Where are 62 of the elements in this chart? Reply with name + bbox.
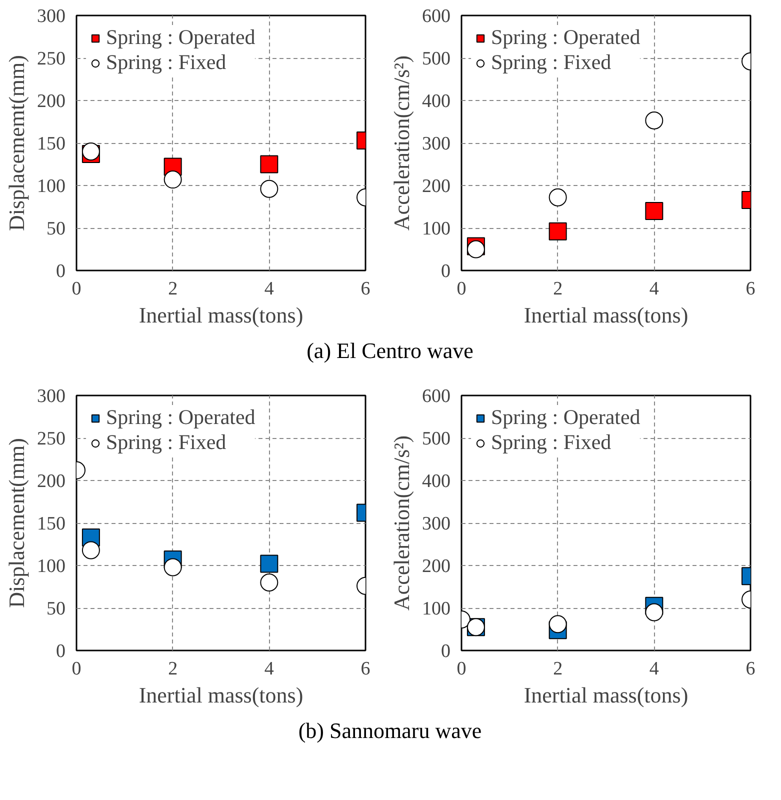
- x-tick-label: 2: [553, 278, 563, 300]
- y-axis-title: Displacement(mm): [4, 438, 29, 608]
- y-tick-label: 400: [422, 91, 450, 112]
- x-tick-label: 0: [456, 278, 466, 300]
- x-tick-label: 6: [360, 658, 370, 680]
- legend-label: Spring : Operated: [491, 405, 640, 430]
- y-tick-label: 0: [56, 261, 66, 282]
- y-tick-label: 100: [37, 556, 66, 577]
- x-tick-label: 0: [72, 278, 82, 300]
- y-axis-title: Acceleration(cm/s²): [389, 435, 414, 611]
- y-tick-label: 600: [422, 6, 450, 27]
- legend-label: Spring : Fixed: [491, 430, 612, 455]
- y-tick-label: 300: [37, 386, 66, 407]
- y-tick-label: 50: [46, 218, 66, 240]
- y-tick-label: 150: [37, 134, 66, 154]
- y-tick-label: 0: [441, 641, 450, 662]
- x-tick-label: 4: [649, 658, 660, 680]
- y-tick-label: 150: [37, 514, 66, 534]
- y-tick-label: 400: [422, 471, 450, 492]
- x-tick-label: 2: [553, 658, 563, 680]
- y-tick-label: 300: [422, 134, 450, 154]
- legend-label: Spring : Fixed: [106, 50, 226, 75]
- text: (b) Sannomaru wave: [298, 717, 482, 745]
- y-tick-label: 500: [422, 428, 450, 450]
- x-tick-label: 4: [649, 278, 660, 300]
- y-tick-label: 100: [422, 598, 450, 620]
- y-tick-label: 200: [422, 556, 450, 577]
- y-tick-label: 300: [422, 514, 450, 534]
- x-tick-label: 6: [360, 278, 370, 300]
- legend-label: Spring : Operated: [106, 405, 256, 430]
- x-tick-label: 2: [168, 658, 178, 680]
- x-tick-label: 6: [746, 658, 756, 680]
- y-tick-label: 200: [37, 471, 66, 492]
- x-axis-title: Inertial mass(tons): [524, 302, 688, 328]
- y-tick-label: 0: [441, 261, 450, 282]
- y-tick-label: 100: [37, 176, 66, 197]
- x-tick-label: 4: [264, 658, 274, 680]
- y-tick-label: 250: [37, 428, 66, 450]
- y-tick-label: 300: [37, 6, 66, 27]
- x-tick-label: 2: [168, 278, 178, 300]
- legend-label: Spring : Fixed: [106, 430, 226, 455]
- y-tick-label: 200: [37, 91, 66, 112]
- y-tick-label: 600: [422, 386, 450, 407]
- text: (a) El Centro wave: [306, 337, 474, 365]
- y-tick-label: 100: [422, 218, 450, 240]
- legend-label: Spring : Operated: [491, 25, 640, 50]
- y-axis-title: Displacememt(mm): [4, 55, 29, 231]
- x-tick-label: 0: [456, 658, 466, 680]
- x-axis-title: Inertial mass(tons): [524, 682, 688, 708]
- y-tick-label: 50: [46, 598, 66, 620]
- y-tick-label: 200: [422, 176, 450, 197]
- y-tick-label: 500: [422, 48, 450, 70]
- legend-label: Spring : Fixed: [491, 50, 612, 75]
- y-axis-title: Acceleration(cm/s²): [389, 55, 414, 231]
- y-tick-label: 250: [37, 48, 66, 70]
- y-tick-label: 0: [56, 641, 66, 662]
- legend-label: Spring : Operated: [106, 25, 256, 50]
- x-axis-title: Inertial mass(tons): [138, 302, 304, 328]
- x-axis-title: Inertial mass(tons): [138, 682, 304, 708]
- x-tick-label: 6: [746, 278, 756, 300]
- x-tick-label: 4: [264, 278, 274, 300]
- x-tick-label: 0: [72, 658, 82, 680]
